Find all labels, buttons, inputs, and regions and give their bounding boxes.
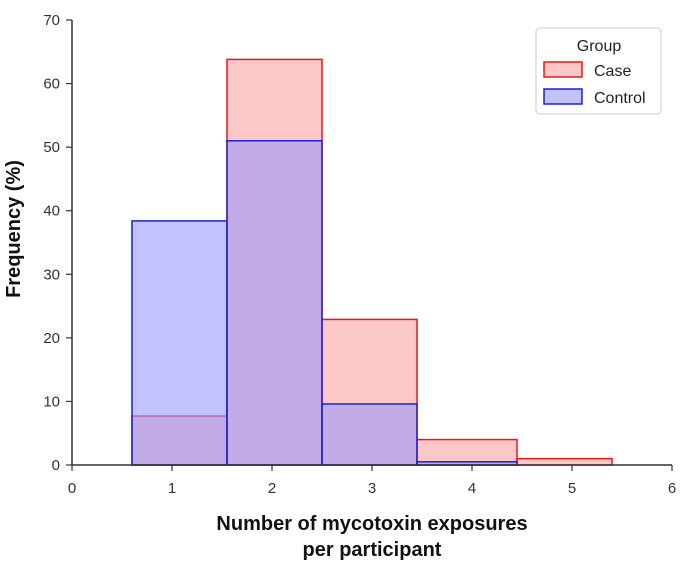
x-axis-label-line2: per participant xyxy=(303,539,442,561)
x-axis-ticks: 0 1 2 3 4 5 6 xyxy=(68,465,676,497)
x-axis-label-line1: Number of mycotoxin exposures xyxy=(216,513,527,535)
y-tick-label: 10 xyxy=(43,393,60,410)
legend-label-control: Control xyxy=(594,90,646,107)
x-tick-label: 4 xyxy=(468,480,476,497)
legend-swatch-control xyxy=(543,88,583,105)
y-tick-label: 70 xyxy=(43,12,60,29)
legend: Group Case Control xyxy=(535,27,662,115)
bar-control-bin-3 xyxy=(321,403,418,466)
histogram-bars xyxy=(131,58,613,466)
x-tick-label: 5 xyxy=(568,480,576,497)
bar-control-bin-2 xyxy=(226,140,323,466)
y-tick-label: 40 xyxy=(43,203,60,220)
y-tick-label: 0 xyxy=(52,457,60,474)
x-tick-label: 6 xyxy=(668,480,676,497)
x-tick-label: 3 xyxy=(368,480,376,497)
x-tick-label: 0 xyxy=(68,480,76,497)
bar-case-bin-4 xyxy=(416,438,518,466)
x-tick-label: 2 xyxy=(268,480,276,497)
y-tick-label: 30 xyxy=(43,266,60,283)
y-tick-label: 60 xyxy=(43,76,60,93)
bar-control-bin-1 xyxy=(131,220,228,466)
legend-label-case: Case xyxy=(594,63,631,80)
y-axis-ticks: 0 10 20 30 40 50 60 70 xyxy=(43,12,72,474)
y-tick-label: 50 xyxy=(43,139,60,156)
y-axis-label: Frequency (%) xyxy=(3,160,25,298)
x-tick-label: 1 xyxy=(168,480,176,497)
y-tick-label: 20 xyxy=(43,330,60,347)
legend-swatch-case xyxy=(543,61,583,78)
bar-case-bin-5 xyxy=(516,457,613,466)
legend-title: Group xyxy=(577,38,622,55)
